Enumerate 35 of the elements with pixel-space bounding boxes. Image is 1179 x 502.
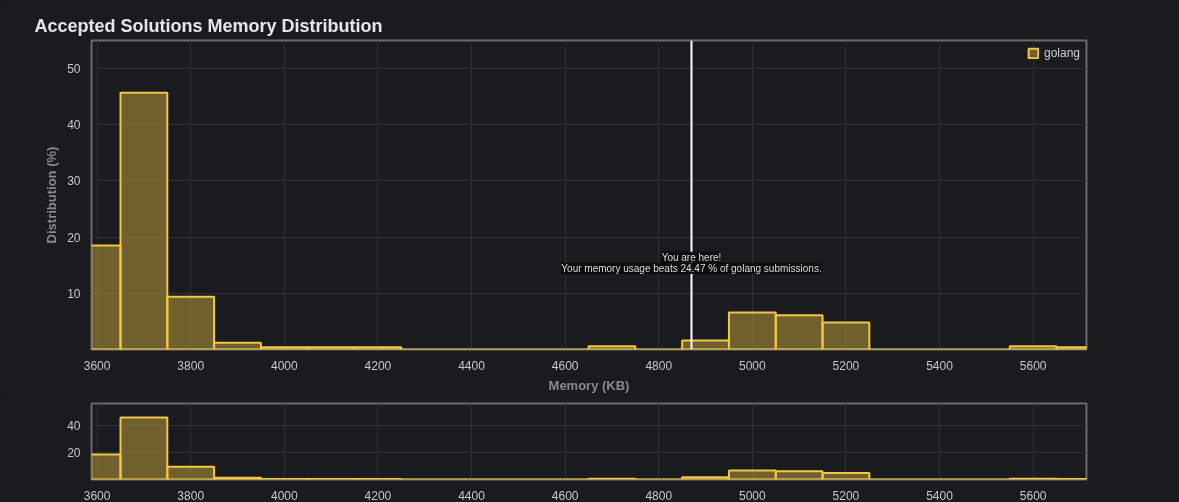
x-tick-label: 4400 bbox=[458, 358, 486, 373]
chart-title: Accepted Solutions Memory Distribution bbox=[34, 15, 383, 36]
x-axis-title: Memory (KB) bbox=[548, 377, 630, 393]
x-tick-label: 4600 bbox=[551, 488, 579, 502]
x-tick-label: 4200 bbox=[364, 488, 392, 502]
x-tick-label: 5200 bbox=[832, 488, 860, 502]
x-tick-label: 4000 bbox=[270, 488, 298, 502]
annotation: Your memory usage beats 24.47 % of golang submissions. bbox=[561, 263, 822, 275]
x-tick-label: 4800 bbox=[645, 358, 673, 373]
x-tick-label: 4000 bbox=[270, 358, 298, 373]
annotation: You are here! bbox=[661, 251, 722, 263]
y-tick-label: 30 bbox=[67, 174, 81, 189]
x-tick-label: 3600 bbox=[83, 488, 111, 502]
x-tick-label: 5600 bbox=[1019, 358, 1047, 373]
x-tick-label: 5400 bbox=[926, 358, 954, 373]
x-tick-label: 5000 bbox=[738, 358, 767, 373]
y-tick-label: 40 bbox=[67, 118, 81, 133]
x-tick-label: 4800 bbox=[645, 488, 673, 502]
x-tick-label: 3800 bbox=[177, 488, 205, 502]
x-tick-label: 4600 bbox=[551, 358, 579, 373]
legend-label: golang bbox=[1043, 46, 1080, 60]
y-tick-label: 10 bbox=[67, 286, 81, 301]
x-tick-label: 5200 bbox=[832, 358, 860, 373]
x-tick-label: 3600 bbox=[83, 358, 111, 373]
y-tick-label: 20 bbox=[67, 445, 81, 460]
y-tick-label: 40 bbox=[67, 418, 81, 433]
y-tick-label: 20 bbox=[67, 230, 81, 245]
y-tick-label: 50 bbox=[67, 62, 81, 77]
x-tick-label: 5400 bbox=[926, 488, 954, 502]
x-tick-label: 5000 bbox=[738, 488, 767, 502]
x-tick-label: 3800 bbox=[177, 358, 205, 373]
x-tick-label: 4400 bbox=[458, 488, 486, 502]
x-tick-label: 4200 bbox=[364, 358, 392, 373]
x-tick-label: 5600 bbox=[1019, 488, 1047, 502]
y-axis-title: Distribution (%) bbox=[44, 146, 60, 244]
